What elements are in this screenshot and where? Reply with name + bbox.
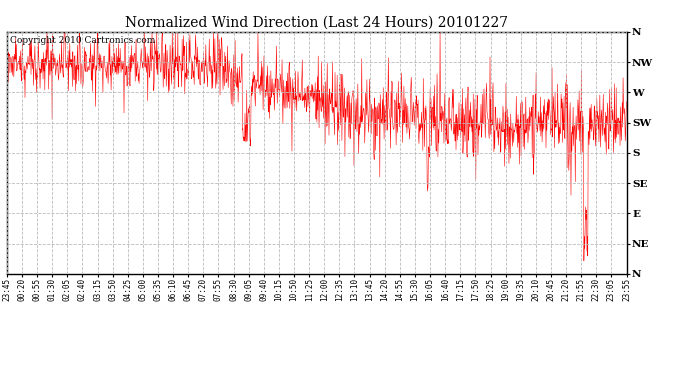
Text: Copyright 2010 Cartronics.com: Copyright 2010 Cartronics.com [10, 36, 155, 45]
Title: Normalized Wind Direction (Last 24 Hours) 20101227: Normalized Wind Direction (Last 24 Hours… [125, 15, 509, 29]
